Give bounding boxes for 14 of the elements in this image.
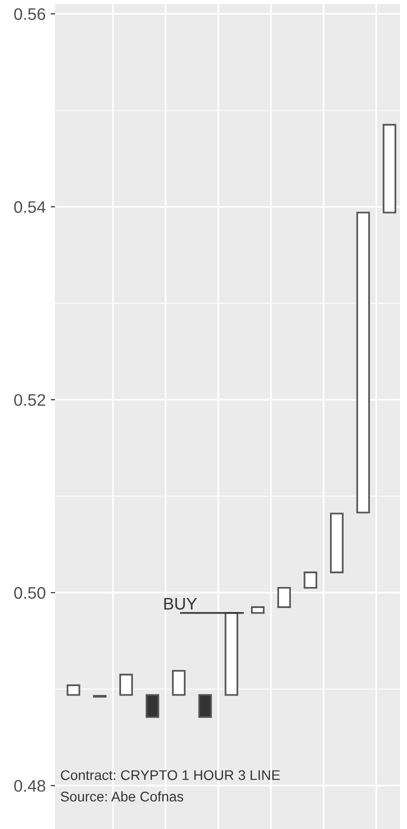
y-tick-label: 0.48 — [14, 780, 46, 792]
y-tick-label: 0.50 — [14, 587, 46, 599]
candlestick — [251, 606, 265, 614]
candlestick — [146, 694, 160, 718]
y-tick-label: 0.52 — [14, 394, 46, 406]
annotation: Source: Abe Cofnas — [60, 791, 184, 802]
candlestick — [198, 694, 212, 718]
candlestick — [330, 512, 344, 574]
y-tick-label: 0.56 — [14, 8, 46, 20]
ref-line-label: BUY — [164, 598, 197, 610]
candlestick — [93, 695, 107, 698]
annotation: Contract: CRYPTO 1 HOUR 3 LINE — [60, 770, 280, 780]
candlestick — [304, 572, 318, 589]
y-tick-label: 0.54 — [14, 201, 46, 213]
